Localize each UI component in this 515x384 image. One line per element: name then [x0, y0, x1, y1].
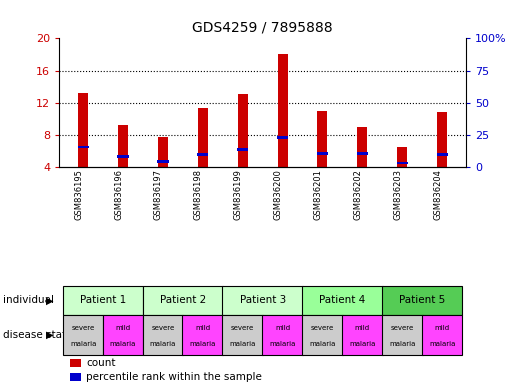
Text: GSM836199: GSM836199 — [234, 169, 243, 220]
Bar — [158, 137, 168, 167]
Text: malaria: malaria — [269, 341, 296, 347]
Text: malaria: malaria — [349, 341, 375, 347]
Text: malaria: malaria — [110, 341, 136, 347]
Bar — [78, 93, 88, 167]
Text: malaria: malaria — [389, 341, 416, 347]
Bar — [78, 146, 89, 148]
Text: disease state: disease state — [3, 330, 72, 340]
Bar — [397, 147, 407, 167]
Text: GSM836202: GSM836202 — [353, 169, 363, 220]
Text: malaria: malaria — [230, 341, 256, 347]
Text: individual: individual — [3, 295, 54, 306]
Bar — [198, 108, 208, 167]
Bar — [197, 153, 209, 156]
Text: GSM836200: GSM836200 — [273, 169, 283, 220]
Text: count: count — [86, 358, 115, 368]
Text: GSM836196: GSM836196 — [114, 169, 123, 220]
Text: malaria: malaria — [150, 341, 176, 347]
Text: GSM836204: GSM836204 — [433, 169, 442, 220]
Title: GDS4259 / 7895888: GDS4259 / 7895888 — [192, 20, 333, 35]
Text: mild: mild — [275, 325, 290, 331]
Text: percentile rank within the sample: percentile rank within the sample — [86, 372, 262, 382]
Bar — [118, 125, 128, 167]
Text: severe: severe — [231, 325, 254, 331]
Bar — [317, 111, 328, 167]
Text: malaria: malaria — [70, 341, 96, 347]
Bar — [278, 54, 287, 167]
Text: GSM836201: GSM836201 — [314, 169, 322, 220]
Bar — [238, 94, 248, 167]
Text: malaria: malaria — [190, 341, 216, 347]
Bar — [357, 127, 367, 167]
Text: severe: severe — [72, 325, 95, 331]
Text: mild: mild — [355, 325, 370, 331]
Bar — [237, 148, 248, 151]
Text: mild: mild — [115, 325, 131, 331]
Text: malaria: malaria — [429, 341, 455, 347]
Text: Patient 4: Patient 4 — [319, 295, 366, 306]
Text: GSM836195: GSM836195 — [74, 169, 83, 220]
Text: severe: severe — [151, 325, 175, 331]
Bar — [117, 155, 129, 158]
Text: ▶: ▶ — [46, 295, 54, 306]
Text: Patient 1: Patient 1 — [80, 295, 126, 306]
Bar — [397, 162, 408, 164]
Text: Patient 3: Patient 3 — [239, 295, 286, 306]
Text: GSM836198: GSM836198 — [194, 169, 203, 220]
Text: severe: severe — [391, 325, 414, 331]
Bar — [357, 152, 368, 155]
Text: Patient 2: Patient 2 — [160, 295, 206, 306]
Bar — [158, 160, 168, 163]
Text: severe: severe — [311, 325, 334, 331]
Bar — [317, 152, 328, 155]
Text: GSM836203: GSM836203 — [393, 169, 402, 220]
Text: mild: mild — [195, 325, 211, 331]
Text: Patient 5: Patient 5 — [399, 295, 445, 306]
Text: ▶: ▶ — [46, 330, 54, 340]
Text: malaria: malaria — [310, 341, 336, 347]
Text: GSM836197: GSM836197 — [154, 169, 163, 220]
Bar — [437, 113, 447, 167]
Text: mild: mild — [435, 325, 450, 331]
Bar — [277, 136, 288, 139]
Bar — [437, 153, 448, 156]
